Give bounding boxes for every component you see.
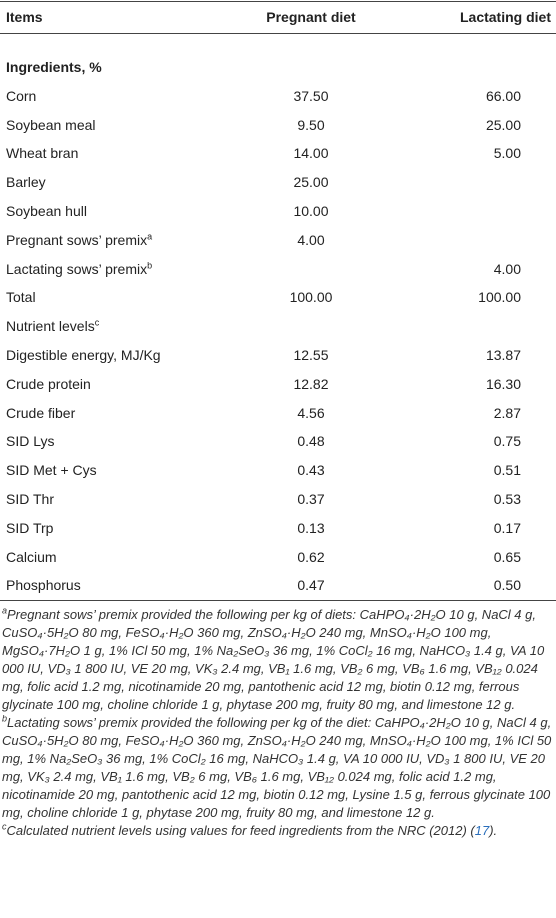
row-label: Nutrient levelsc: [6, 317, 99, 335]
pregnant-value: 100.00: [289, 289, 333, 306]
row-label-text: Pregnant sows’ premix: [6, 231, 148, 248]
row-label: Lactating sows’ premixb: [6, 260, 152, 278]
footnote-text: Lactating sows’ premix provided the foll…: [2, 715, 552, 820]
lactating-value: 0.65: [493, 548, 521, 565]
lactating-value: 25.00: [485, 116, 521, 133]
footnote-mark: c: [94, 317, 100, 328]
pregnant-value: 25.00: [293, 174, 329, 191]
pregnant-value: 37.50: [293, 87, 329, 104]
rule: [0, 600, 556, 601]
row-label-text: Total: [6, 289, 36, 306]
row-label: Crude protein: [6, 375, 91, 393]
footnote: cCalculated nutrient levels using values…: [2, 822, 554, 840]
row-label: Crude fiber: [6, 404, 75, 422]
row-label: Soybean hull: [6, 202, 87, 220]
header-cell: Lactating diet: [459, 9, 551, 25]
lactating-value: 5.00: [493, 145, 521, 162]
pregnant-value: 10.00: [293, 203, 329, 219]
row-label: Calcium: [6, 548, 57, 566]
row-label: Barley: [6, 173, 46, 191]
footnote-mark: a: [147, 231, 153, 242]
row-label-text: SID Met + Cys: [6, 462, 97, 479]
row-label: SID Thr: [6, 490, 54, 508]
pregnant-value: 0.13: [297, 519, 325, 536]
row-label: Pregnant sows’ premixa: [6, 231, 152, 249]
row-label-text: Lactating sows’ premix: [6, 260, 148, 277]
row-label-text: Digestible energy, MJ/Kg: [6, 347, 161, 363]
lactating-value: 0.51: [493, 462, 521, 479]
row-label: Corn: [6, 87, 36, 105]
row-label: Total: [6, 288, 36, 306]
lactating-value: 4.00: [493, 260, 521, 277]
pregnant-value: 0.62: [297, 548, 325, 565]
row-label-text: Nutrient levels: [6, 318, 95, 335]
row-label-text: Soybean meal: [6, 116, 96, 133]
row-label-text: Ingredients, %: [6, 59, 102, 75]
footnote-ref: 17: [474, 823, 490, 838]
pregnant-value: 9.50: [297, 116, 325, 133]
row-label: Digestible energy, MJ/Kg: [6, 346, 161, 364]
footnote-tail: ).: [489, 823, 498, 838]
rule: [0, 33, 556, 34]
lactating-value: 0.50: [493, 577, 521, 594]
rule: [0, 1, 556, 2]
footnotes: aPregnant sows’ premix provided the foll…: [2, 606, 554, 840]
pregnant-value: 0.37: [297, 491, 325, 507]
pregnant-value: 4.56: [297, 404, 325, 421]
row-label-text: Calcium: [6, 548, 57, 565]
row-label-text: Crude protein: [6, 375, 91, 392]
lactating-value: 100.00: [478, 289, 521, 306]
row-label-text: Crude fiber: [6, 404, 76, 421]
footnote-text: Calculated nutrient levels using values …: [6, 823, 475, 838]
footnote-text: Pregnant sows’ premix provided the follo…: [2, 607, 545, 712]
footnote: aPregnant sows’ premix provided the foll…: [2, 606, 554, 714]
row-label: Ingredients, %: [6, 58, 102, 76]
footnote-mark: c: [2, 821, 7, 832]
pregnant-value: 12.82: [293, 375, 329, 392]
row-label-text: Corn: [6, 87, 37, 104]
header-cell: Pregnant diet: [266, 9, 356, 25]
pregnant-value: 4.00: [297, 231, 325, 248]
pregnant-value: 0.48: [297, 433, 325, 450]
row-label: SID Lys: [6, 432, 55, 450]
footnote-mark: b: [147, 259, 153, 270]
lactating-value: 0.17: [493, 519, 521, 536]
row-label-text: Soybean hull: [6, 203, 87, 219]
footnote: bLactating sows’ premix provided the fol…: [2, 714, 554, 822]
footnote-mark: b: [2, 713, 8, 724]
row-label: SID Met + Cys: [6, 461, 97, 479]
row-label-text: SID Thr: [6, 491, 54, 507]
row-label-text: Phosphorus: [6, 577, 81, 594]
pregnant-value: 12.55: [293, 347, 329, 363]
row-label-text: SID Trp: [6, 519, 54, 536]
lactating-value: 66.00: [485, 87, 521, 104]
header-cell: Items: [6, 9, 43, 25]
pregnant-value: 0.43: [297, 462, 325, 479]
row-label: Soybean meal: [6, 116, 96, 134]
row-label-text: Wheat bran: [6, 145, 79, 162]
lactating-value: 2.87: [493, 404, 521, 421]
lactating-value: 13.87: [485, 347, 521, 363]
row-label: Phosphorus: [6, 576, 81, 594]
pregnant-value: 14.00: [293, 145, 329, 162]
row-label-text: SID Lys: [6, 433, 55, 450]
pregnant-value: 0.47: [297, 577, 325, 594]
lactating-value: 0.53: [493, 491, 521, 507]
footnote-mark: a: [2, 605, 8, 616]
lactating-value: 16.30: [485, 375, 521, 392]
row-label: Wheat bran: [6, 144, 78, 162]
lactating-value: 0.75: [493, 433, 521, 450]
row-label-text: Barley: [6, 174, 46, 191]
row-label: SID Trp: [6, 519, 53, 537]
